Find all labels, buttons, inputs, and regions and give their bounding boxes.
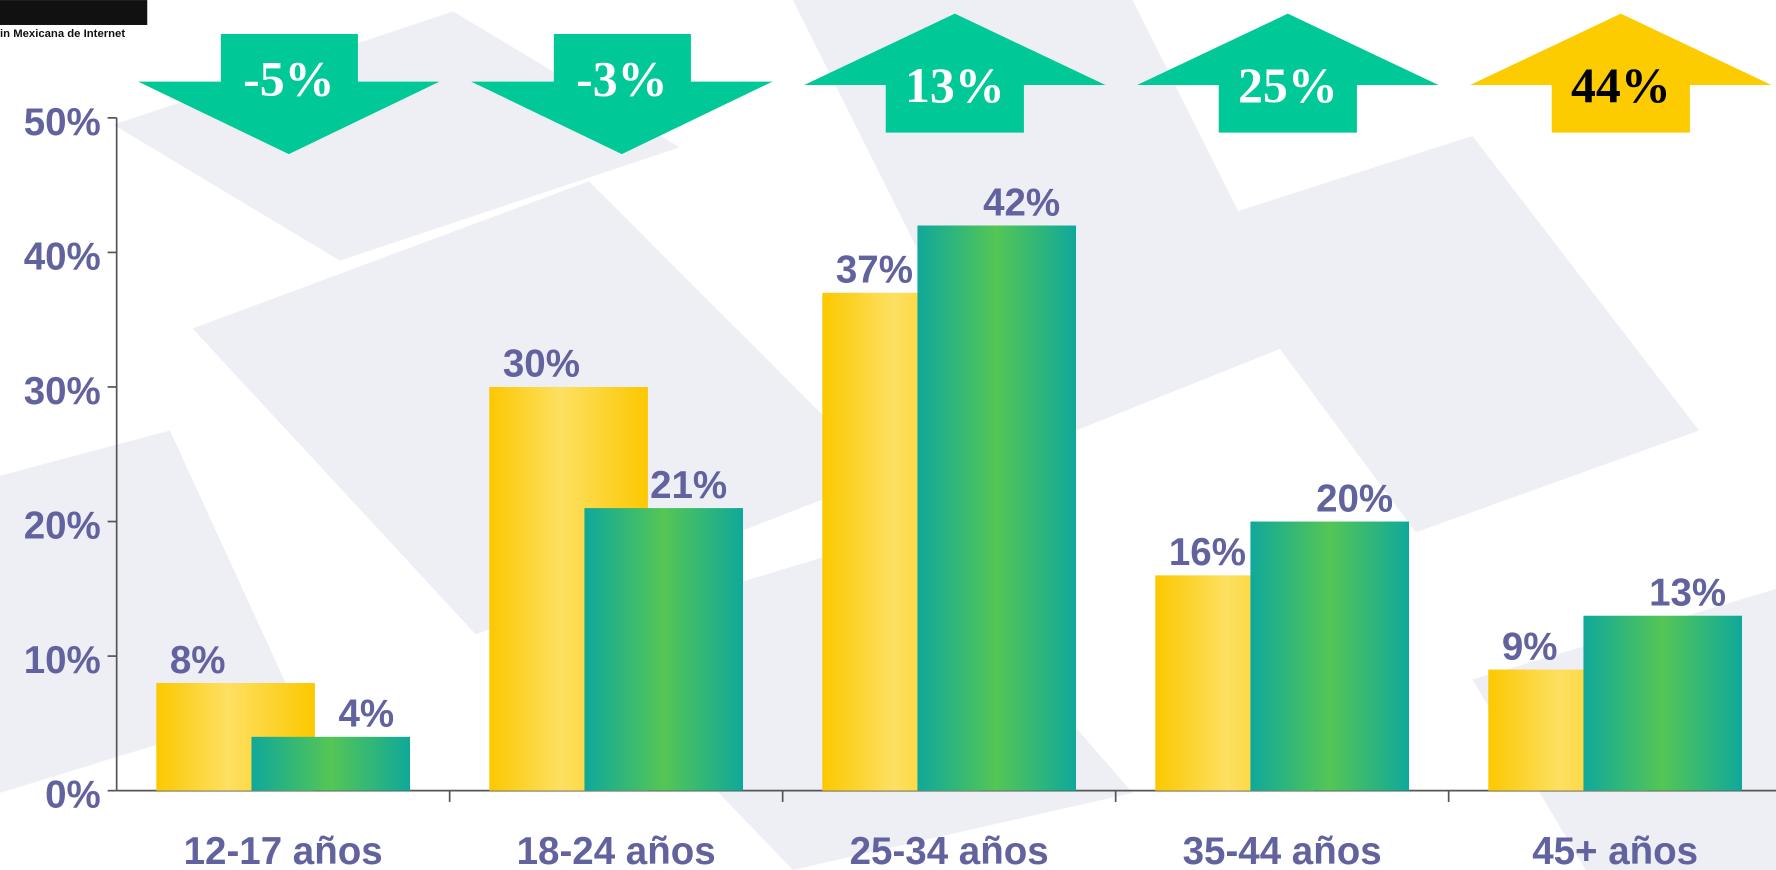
change-label: -3% xyxy=(576,51,667,106)
bar xyxy=(584,508,744,791)
change-arrow xyxy=(1470,13,1772,133)
value-label: 37% xyxy=(836,249,913,292)
change-arrow xyxy=(138,34,440,155)
change-label: -5% xyxy=(243,51,334,106)
bar xyxy=(251,736,411,791)
value-label: 20% xyxy=(1316,477,1393,520)
x-tick-label: 18-24 años xyxy=(517,830,716,870)
bar xyxy=(917,225,1077,791)
value-label: 30% xyxy=(503,343,580,386)
change-arrow xyxy=(804,13,1106,133)
y-tick-label: 40% xyxy=(24,235,101,278)
change-label: 44% xyxy=(1571,58,1671,113)
x-tick-label: 35-44 años xyxy=(1183,830,1382,870)
y-tick-label: 30% xyxy=(24,370,101,413)
change-label: 25% xyxy=(1238,58,1338,113)
x-tick-label: 45+ años xyxy=(1532,830,1698,870)
value-label: 4% xyxy=(339,693,395,736)
y-tick-label: 20% xyxy=(24,505,101,548)
x-tick-label: 12-17 años xyxy=(184,830,383,870)
value-label: 8% xyxy=(170,639,226,682)
value-label: 13% xyxy=(1649,572,1726,615)
y-tick-label: 0% xyxy=(45,774,101,817)
value-label: 16% xyxy=(1169,531,1246,574)
y-tick-label: 10% xyxy=(24,639,101,682)
change-arrow xyxy=(471,34,773,155)
value-label: 42% xyxy=(983,181,1060,224)
bar xyxy=(1583,615,1743,791)
logo-text: in Mexicana de Internet xyxy=(0,28,125,40)
value-label: 9% xyxy=(1502,625,1558,668)
logo-mark xyxy=(0,0,148,25)
change-label: 13% xyxy=(905,58,1005,113)
y-tick-label: 50% xyxy=(24,101,101,144)
x-tick-label: 25-34 años xyxy=(850,830,1049,870)
bar xyxy=(1250,521,1410,791)
value-label: 21% xyxy=(650,464,727,507)
change-arrow xyxy=(1137,13,1439,133)
